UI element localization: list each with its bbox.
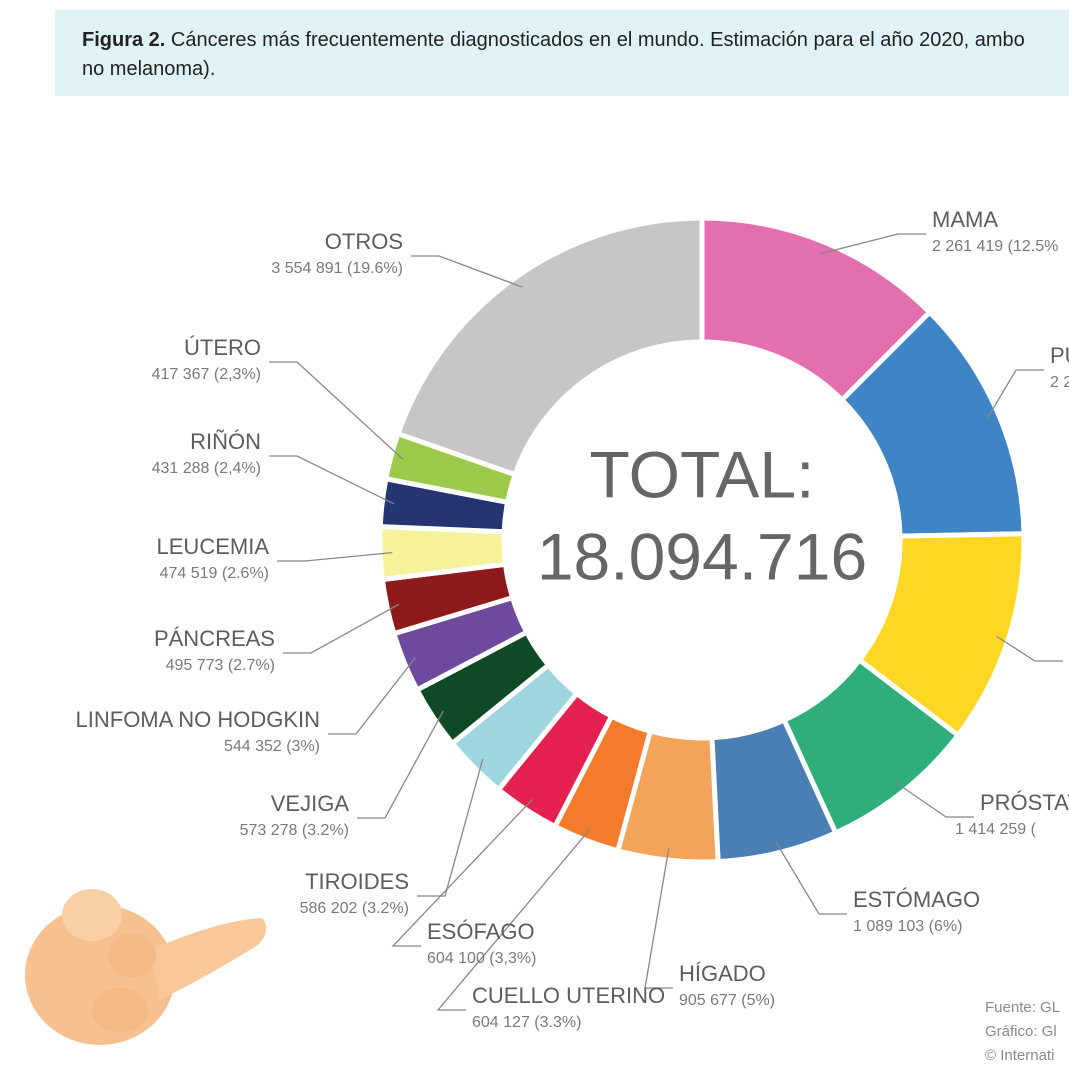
value-label: 1 089 103 (6%) xyxy=(853,918,962,935)
leader-line xyxy=(895,781,974,818)
slice-label: PÁNCREAS xyxy=(154,626,275,651)
value-label: 544 352 (3%) xyxy=(224,738,320,755)
value-label: 474 519 (2.6%) xyxy=(160,565,269,582)
leader-line xyxy=(986,369,1044,419)
leader-line xyxy=(417,758,484,897)
source: Gráfico: Gl xyxy=(985,1023,1057,1040)
slice-label: LEUCEMIA xyxy=(157,534,270,559)
value-label: 905 677 (5%) xyxy=(679,992,775,1009)
center-title: TOTAL: xyxy=(590,437,815,511)
value-label: 2 261 419 (12.5% xyxy=(932,238,1058,255)
slice-label: OTROS xyxy=(325,229,403,254)
slice-label: ÚTERO xyxy=(184,335,261,360)
slice-label: HÍGADO xyxy=(679,961,766,986)
caption: no melanoma). xyxy=(82,58,216,80)
hand-icon xyxy=(25,889,267,1045)
slice-label: ESTÓMAGO xyxy=(853,887,980,912)
source: Fuente: GL xyxy=(985,999,1060,1016)
leader-line xyxy=(277,551,393,562)
slice-label: ESÓFAGO xyxy=(427,919,535,944)
leader-line xyxy=(774,840,847,915)
leader-line xyxy=(269,455,395,505)
value-label: 3 554 891 (19.6%) xyxy=(271,260,403,277)
slice xyxy=(394,215,705,478)
slice-label: CUELLO UTERINO xyxy=(472,983,665,1008)
leader-line xyxy=(269,361,404,460)
leader-line xyxy=(644,848,673,989)
leader-line xyxy=(820,233,926,255)
slice-label: TIROIDES xyxy=(305,869,409,894)
leader-line xyxy=(328,657,416,735)
slice-label: PRÓSTAT xyxy=(980,790,1069,815)
value-label: 573 278 (3.2%) xyxy=(240,822,349,839)
slice-label: MAMA xyxy=(932,207,998,232)
figure-label: Figura 2. xyxy=(82,29,166,51)
leader-line xyxy=(996,635,1063,662)
leader-line xyxy=(357,710,444,819)
value-label: 604 127 (3.3%) xyxy=(472,1014,581,1031)
value-label: 2 2 xyxy=(1050,374,1069,391)
value-label: 604 100 (3,3%) xyxy=(427,950,536,967)
value-label: 586 202 (3.2%) xyxy=(300,900,409,917)
slice-label: RIÑÓN xyxy=(190,429,261,454)
value-label: 495 773 (2.7%) xyxy=(166,657,275,674)
value-label: 417 367 (2,3%) xyxy=(152,366,261,383)
value-label: 431 288 (2,4%) xyxy=(152,460,261,477)
source: © Internati xyxy=(985,1047,1054,1064)
slice-label: PU xyxy=(1050,343,1069,368)
slice-label: LINFOMA NO HODGKIN xyxy=(76,707,320,732)
center-total: 18.094.716 xyxy=(537,519,867,593)
caption: Cánceres más frecuentemente diagnosticad… xyxy=(170,29,1025,51)
leader-line xyxy=(391,799,533,947)
value-label: 1 414 259 ( xyxy=(955,821,1037,838)
caption-box: Figura 2. Cánceres más frecuentemente di… xyxy=(55,10,1069,96)
slice-label: VEJIGA xyxy=(271,791,350,816)
leader-line xyxy=(283,603,400,654)
leader-line xyxy=(411,255,523,288)
leader-line xyxy=(436,828,591,1011)
